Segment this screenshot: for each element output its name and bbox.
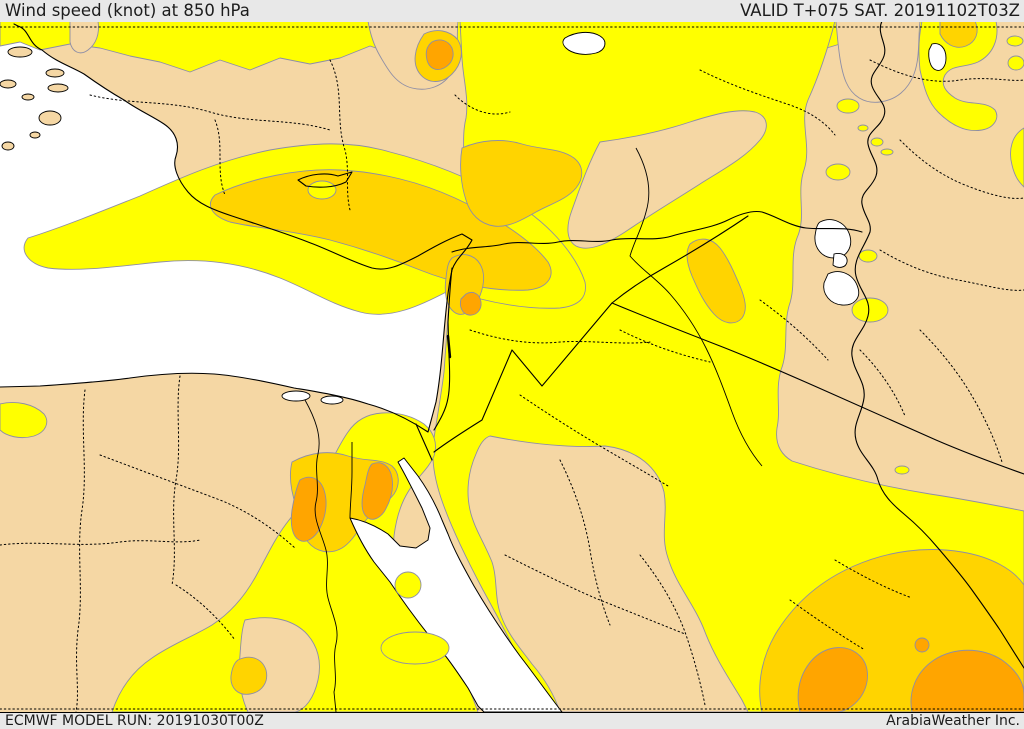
gold-bottom-left <box>230 656 268 695</box>
border-iran <box>851 20 1024 669</box>
jordan-valley <box>433 267 453 431</box>
border-jordan-saudi <box>433 302 613 453</box>
footer-divider <box>0 712 1024 713</box>
dotted-boundaries-layer <box>0 26 1024 713</box>
gold-top-right <box>939 20 978 48</box>
cyprus-coast <box>297 171 353 188</box>
footer-bar: ECMWF MODEL RUN: 20191030T00Z ArabiaWeat… <box>0 713 1024 729</box>
euphrates-river <box>629 147 763 467</box>
borders-layer <box>304 20 1024 713</box>
coastline-layer <box>0 23 473 433</box>
model-run-label: ECMWF MODEL RUN: 20191030T00Z <box>5 713 264 729</box>
nile-river <box>304 399 338 713</box>
border-iraq-saudi <box>611 302 1024 475</box>
branding-label: ArabiaWeather Inc. <box>886 713 1020 729</box>
lake-tuz <box>562 31 606 55</box>
yellow-egypt-coast-spot <box>0 402 48 439</box>
gold-aleppo <box>460 140 583 227</box>
validity-label: VALID T+075 SAT. 20191102T03Z <box>740 0 1020 20</box>
tan-north-iraq <box>567 110 767 249</box>
orange-bottom-right-b <box>910 649 1024 713</box>
header-bar: Wind speed (knot) at 850 hPa VALID T+075… <box>0 0 1024 22</box>
border-egypt-israel <box>415 423 433 461</box>
wind-high-layer <box>290 39 1024 713</box>
border-turkey-south <box>451 210 863 253</box>
suez-canal <box>349 442 353 519</box>
orange-sinai-east <box>361 462 393 520</box>
wind-low-patches-layer <box>825 20 1024 475</box>
page-title: Wind speed (knot) at 850 hPa <box>5 0 250 20</box>
dead-sea <box>446 334 452 359</box>
orange-bottom-right-a <box>797 647 868 713</box>
border-syria-iraq <box>611 215 749 304</box>
lake-urmia <box>928 43 947 71</box>
sea-layer-red-sea <box>281 390 563 713</box>
gold-iraq <box>686 238 746 324</box>
